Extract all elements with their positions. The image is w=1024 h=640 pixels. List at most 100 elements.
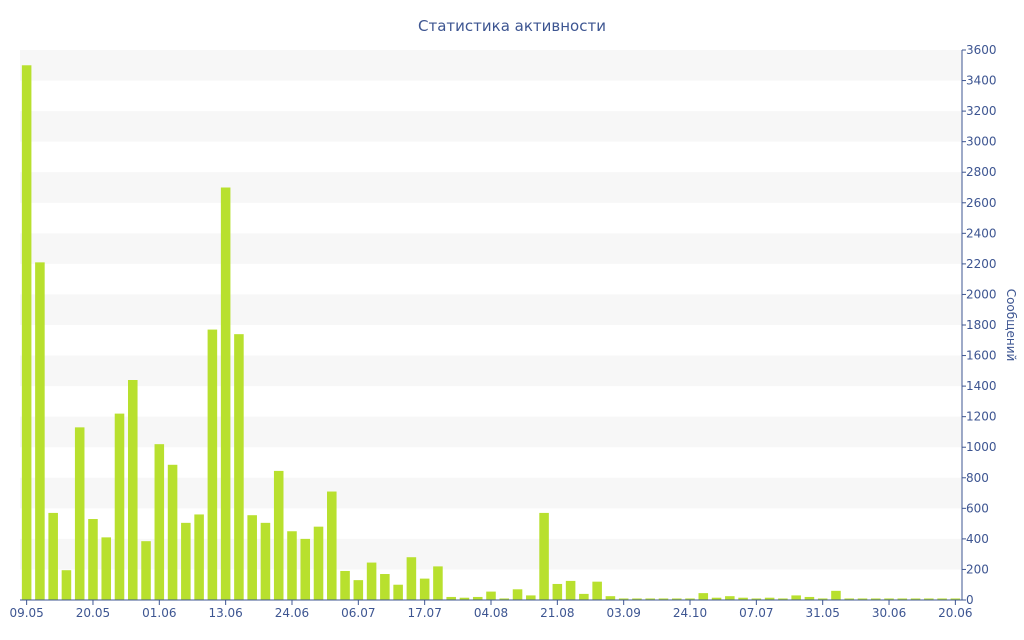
bar xyxy=(844,598,855,600)
y-tick-label: 1000 xyxy=(966,440,997,454)
y-tick-label: 600 xyxy=(966,501,989,515)
y-tick-label: 200 xyxy=(966,562,989,576)
bar xyxy=(526,595,536,600)
bar xyxy=(181,522,191,600)
y-tick-label: 3200 xyxy=(966,104,997,118)
bar xyxy=(671,598,682,600)
bar xyxy=(433,566,443,600)
bar xyxy=(74,427,85,600)
bar xyxy=(300,538,311,600)
bar xyxy=(486,591,496,600)
bar xyxy=(605,596,616,600)
y-tick-label: 2200 xyxy=(966,257,997,271)
bar xyxy=(247,515,257,600)
x-tick-label: 17.07 xyxy=(407,606,441,620)
bars xyxy=(21,65,961,601)
bar xyxy=(698,593,709,600)
bar xyxy=(579,593,589,600)
bar xyxy=(419,578,430,600)
bar xyxy=(751,598,762,600)
bar xyxy=(870,598,881,600)
bar xyxy=(313,526,324,600)
x-tick-label: 30.06 xyxy=(872,606,906,620)
bar xyxy=(446,596,456,600)
x-tick-label: 07.07 xyxy=(739,606,773,620)
bar xyxy=(499,598,510,600)
x-axis: 09.05 20.05 01.06 13.06 24.06 06.07 17.07 04.08… xyxy=(9,599,973,620)
bar xyxy=(685,598,695,600)
y-tick-label: 800 xyxy=(966,471,989,485)
chart-title: Статистика активности xyxy=(418,17,606,35)
bar xyxy=(711,597,722,600)
x-tick-label: 04.08 xyxy=(474,606,508,620)
bar xyxy=(459,597,470,600)
bar xyxy=(167,464,178,600)
y-tick-label: 1200 xyxy=(966,410,997,424)
y-axis-label: Сообщений xyxy=(1004,289,1018,362)
y-tick-label: 2800 xyxy=(966,165,997,179)
x-tick-label: 31.05 xyxy=(806,606,840,620)
bar xyxy=(141,541,151,600)
bar xyxy=(658,598,669,600)
y-tick-label: 3400 xyxy=(966,74,997,88)
bar xyxy=(804,596,815,600)
bar xyxy=(406,557,417,600)
y-tick-label: 1600 xyxy=(966,349,997,363)
bar xyxy=(35,262,45,600)
bar xyxy=(778,598,788,600)
grid-band xyxy=(20,355,962,387)
grid-band xyxy=(20,50,962,81)
x-tick-label: 01.06 xyxy=(142,606,176,620)
bar xyxy=(764,597,775,600)
bar xyxy=(791,595,801,600)
bar xyxy=(287,531,297,600)
bar xyxy=(393,584,403,600)
y-tick-label: 1800 xyxy=(966,318,997,332)
bar xyxy=(101,537,112,600)
bar xyxy=(366,562,377,600)
x-tick-label: 13.06 xyxy=(208,606,242,620)
bar xyxy=(645,598,655,600)
y-tick-label: 2400 xyxy=(966,226,997,240)
bar xyxy=(353,580,364,600)
grid-bands xyxy=(20,50,962,570)
grid-band xyxy=(20,294,962,325)
bar xyxy=(725,596,735,600)
grid-band xyxy=(20,111,962,142)
y-tick-label: 3600 xyxy=(966,43,997,57)
bar xyxy=(539,512,549,600)
bar xyxy=(924,598,934,600)
x-tick-label: 21.08 xyxy=(540,606,574,620)
grid-band xyxy=(20,233,962,264)
bar xyxy=(512,589,523,600)
x-tick-label: 06.07 xyxy=(341,606,375,620)
bar xyxy=(910,598,921,600)
bar xyxy=(618,598,629,600)
bar xyxy=(234,334,244,600)
bar xyxy=(88,519,98,600)
bar xyxy=(592,581,602,600)
bar xyxy=(632,598,642,600)
bar xyxy=(950,598,961,600)
bar xyxy=(48,512,58,600)
bar xyxy=(61,570,72,600)
bar xyxy=(552,583,563,600)
bar xyxy=(831,590,841,600)
bar xyxy=(194,514,204,600)
y-tick-label: 2000 xyxy=(966,287,997,301)
x-tick-label: 20.06 xyxy=(938,606,972,620)
bar xyxy=(884,598,894,600)
bar xyxy=(21,65,32,601)
grid-band xyxy=(20,172,962,203)
y-tick-label: 1400 xyxy=(966,379,997,393)
y-tick-label: 3000 xyxy=(966,135,997,149)
grid-band xyxy=(20,416,962,448)
bar xyxy=(897,598,908,600)
bar xyxy=(127,380,138,600)
bar xyxy=(327,491,337,600)
x-tick-label: 24.10 xyxy=(673,606,707,620)
x-tick-label: 24.06 xyxy=(275,606,309,620)
bar xyxy=(565,580,576,600)
x-tick-label: 20.05 xyxy=(76,606,110,620)
